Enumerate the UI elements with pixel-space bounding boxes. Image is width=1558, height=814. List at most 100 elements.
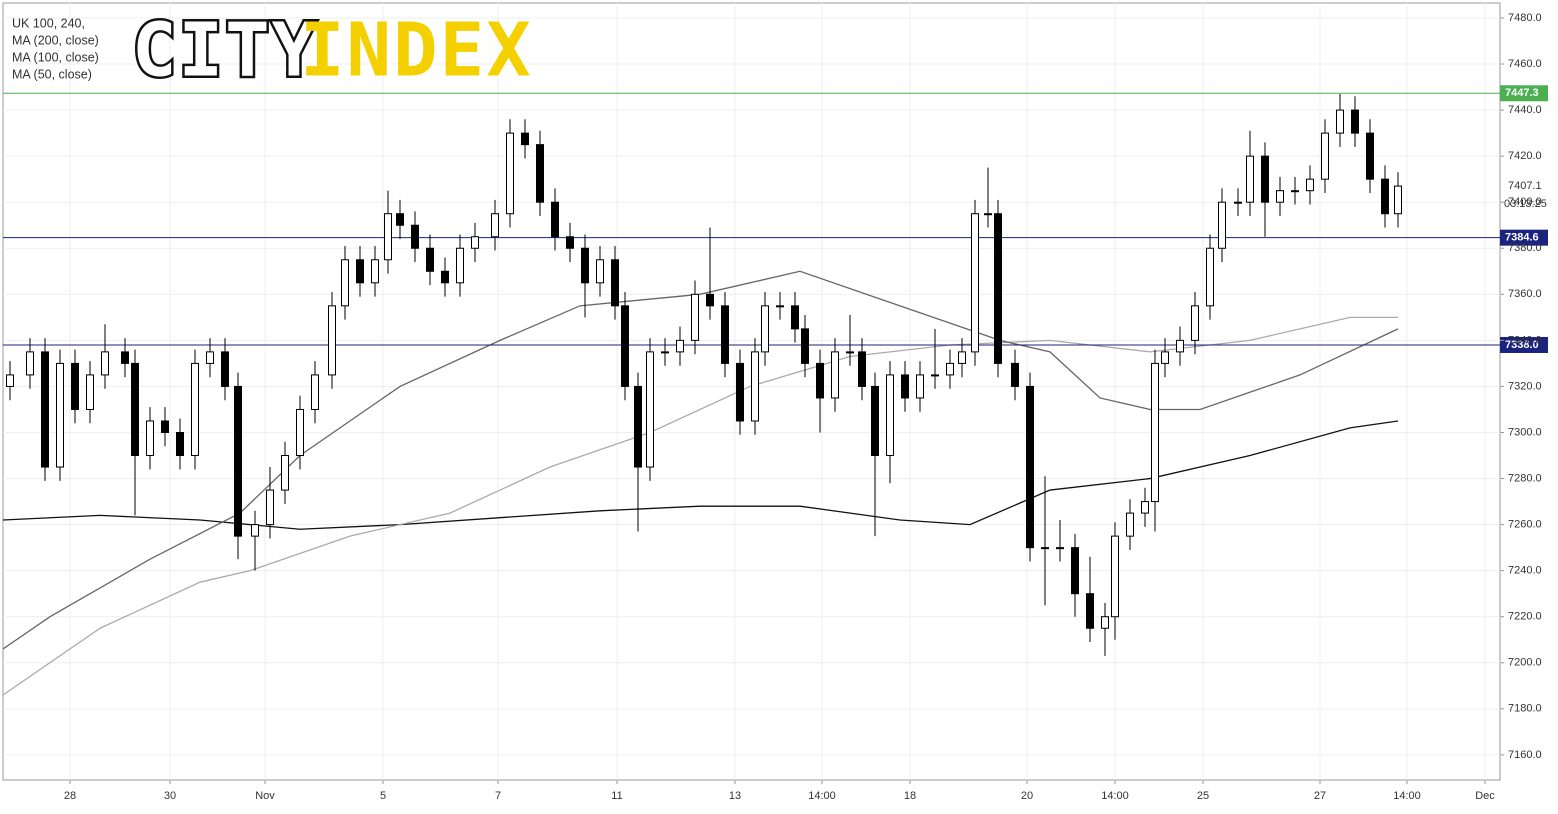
candle-body (646, 351, 654, 468)
candle-body (1321, 132, 1329, 180)
y-tick-label: 7260.0 (1508, 519, 1542, 531)
x-tick-label: 7 (495, 790, 501, 802)
candle-body (206, 351, 214, 364)
x-tick-label: 13 (729, 790, 741, 802)
candle-body (958, 351, 966, 364)
candle-body (456, 247, 464, 284)
candle-body (596, 259, 604, 284)
candle-body (426, 247, 434, 272)
candle-body (1141, 501, 1149, 514)
ma-line (2, 270, 1399, 650)
candle-body (328, 305, 336, 376)
candle-body (251, 524, 259, 537)
y-tick-label: 7380.0 (1508, 242, 1542, 254)
candle-body (691, 293, 699, 341)
candle-body (676, 339, 684, 353)
x-tick-label: 5 (380, 790, 386, 802)
candle-body (1261, 155, 1269, 203)
candle-body (916, 374, 924, 399)
legend-entry: MA (50, close) (12, 67, 92, 81)
candle-body (801, 328, 809, 364)
candle-body (266, 489, 274, 526)
candle-body (1011, 362, 1019, 387)
candle-body (1041, 547, 1049, 550)
candle-body (1206, 247, 1214, 307)
candle-body (1086, 593, 1094, 629)
x-tick-label: 20 (1021, 790, 1033, 802)
logo-index: INDEX (300, 8, 533, 94)
candle-body (161, 420, 169, 433)
x-tick-label: Dec (1475, 790, 1495, 802)
candle-body (816, 362, 824, 399)
candle-body (1306, 178, 1314, 192)
candle-body (26, 351, 34, 376)
x-tick-label: 14:00 (1393, 790, 1421, 802)
candle-body (791, 305, 799, 330)
candle-body (1218, 201, 1226, 249)
x-tick-label: Nov (255, 790, 275, 802)
candle-body (101, 351, 109, 376)
candle-body (1191, 305, 1199, 341)
candle-body (311, 374, 319, 410)
candle-body (551, 201, 559, 238)
candle-body (634, 385, 642, 468)
candle-body (1126, 512, 1134, 537)
candle-body (56, 362, 64, 468)
candle-body (1291, 190, 1299, 193)
candle-body (1336, 109, 1344, 134)
candle-body (886, 374, 894, 457)
candle-body (871, 385, 879, 457)
candle-body (566, 236, 574, 249)
candle-body (761, 305, 769, 353)
legend-entry: MA (100, close) (12, 50, 99, 64)
candle-body (131, 362, 139, 457)
y-tick-label: 7300.0 (1508, 426, 1542, 438)
candle-body (706, 293, 714, 307)
candle-body (71, 362, 79, 410)
x-tick-label: 28 (64, 790, 76, 802)
level-label: 7447.3 (1505, 87, 1539, 99)
candle-body (356, 259, 364, 284)
candle-body (611, 259, 619, 307)
candle-body (831, 351, 839, 399)
candle-body (1071, 547, 1079, 595)
candle-body (441, 270, 449, 284)
candle-body (984, 213, 992, 216)
y-tick-label: 7340.0 (1508, 334, 1542, 346)
candle-body (621, 305, 629, 387)
candle-body (6, 374, 14, 387)
candle-body (296, 408, 304, 457)
candle-body (396, 213, 404, 226)
x-tick-label: 14:00 (808, 790, 836, 802)
candle-body (384, 213, 392, 261)
candle-body (1246, 155, 1254, 203)
y-tick-label: 7180.0 (1508, 703, 1542, 715)
candle-body (581, 247, 589, 284)
candle-body (471, 236, 479, 249)
level-label: 7338.0 (1505, 339, 1539, 351)
candle-body (191, 362, 199, 457)
x-tick-label: 11 (611, 790, 622, 802)
candle-body (1056, 547, 1064, 550)
candle-body (491, 213, 499, 238)
chart-title: UK 100, 240, (12, 16, 85, 30)
countdown: 03:13:25 (1504, 198, 1547, 210)
candle-body (1101, 616, 1109, 629)
candle-body (371, 259, 379, 284)
candle-body (146, 420, 154, 457)
level-label-bg (1500, 229, 1548, 246)
candle-body (281, 455, 289, 491)
candle-body (1111, 535, 1119, 618)
candle-body (1351, 109, 1359, 134)
candle-body (858, 351, 866, 387)
candle-body (661, 351, 669, 354)
y-tick-label: 7460.0 (1508, 58, 1542, 70)
candle-body (1176, 339, 1184, 353)
level-label-bg (1500, 336, 1548, 353)
candle-body (411, 224, 419, 249)
candle-body (931, 374, 939, 377)
candle-body (1161, 351, 1169, 364)
last-price: 7407.1 (1508, 180, 1542, 192)
candle-body (506, 132, 514, 215)
